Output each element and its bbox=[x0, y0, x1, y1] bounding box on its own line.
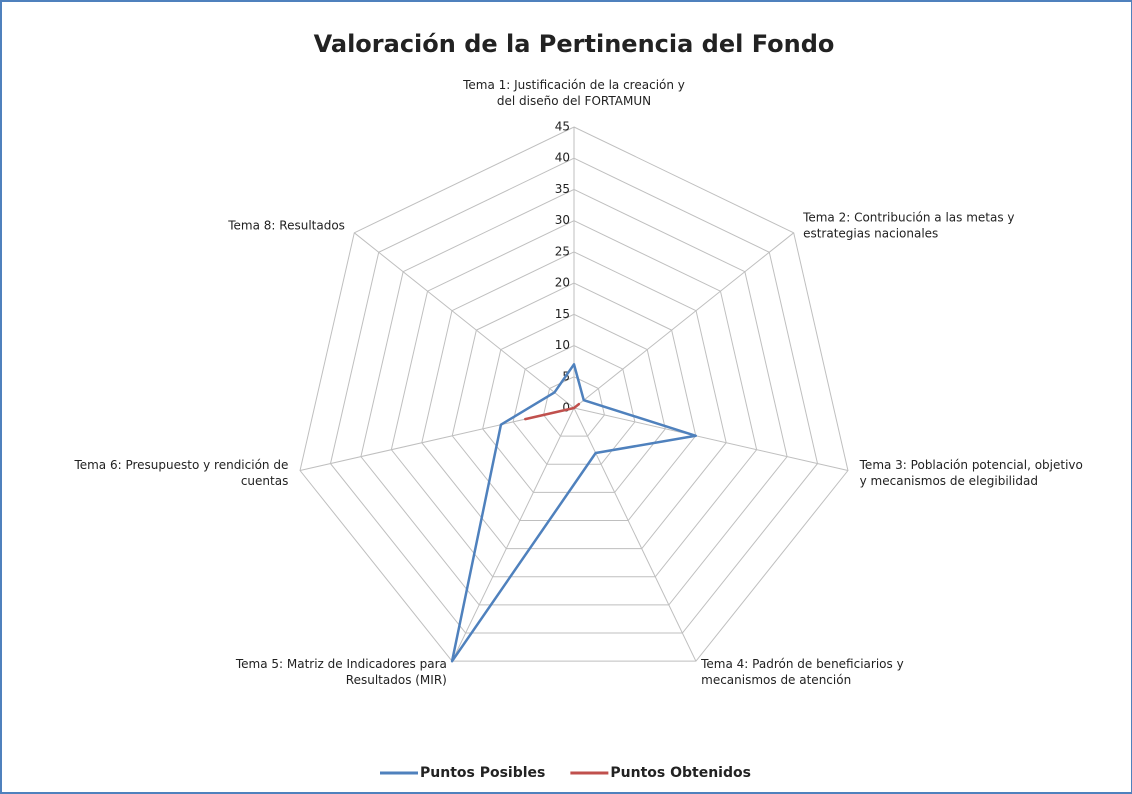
grid-ring bbox=[421, 251, 727, 550]
category-label: Tema 4: Padrón de beneficiarios y mecanis… bbox=[700, 656, 904, 686]
r-tick-label: 40 bbox=[555, 151, 570, 165]
grid-ring bbox=[299, 126, 849, 662]
spoke bbox=[451, 407, 575, 662]
chart-title: Valoración de la Pertinencia del Fondo bbox=[314, 30, 835, 58]
legend-label: Puntos Posibles bbox=[420, 765, 545, 781]
r-tick-label: 30 bbox=[555, 213, 570, 227]
r-tick-label: 45 bbox=[555, 120, 570, 134]
grid-ring bbox=[329, 157, 819, 634]
category-label: Tema 5: Matriz de Indicadores para Result… bbox=[235, 656, 447, 686]
grid-ring bbox=[512, 345, 636, 465]
grid-ring bbox=[543, 376, 605, 437]
grid-ring bbox=[390, 220, 758, 578]
r-tick-label: 15 bbox=[555, 307, 570, 321]
grid-ring bbox=[482, 313, 666, 493]
category-label: Tema 6: Presupuesto y rendición de cuenta… bbox=[73, 458, 288, 488]
r-tick-label: 20 bbox=[555, 276, 570, 290]
spoke bbox=[353, 232, 575, 409]
category-label: Tema 1: Justificación de la creación y de… bbox=[462, 78, 685, 108]
category-label: Tema 2: Contribución a las metas y estrat… bbox=[802, 210, 1014, 240]
spoke bbox=[573, 407, 697, 662]
spoke bbox=[573, 232, 795, 409]
series-line bbox=[450, 363, 698, 663]
spoke bbox=[573, 407, 849, 472]
category-label: Tema 8: Resultados bbox=[227, 218, 345, 232]
grid-ring bbox=[360, 188, 788, 606]
r-tick-label: 35 bbox=[555, 182, 570, 196]
legend-label: Puntos Obtenidos bbox=[610, 765, 751, 781]
category-label: Tema 3: Población potencial, objetivo y m… bbox=[859, 458, 1083, 488]
r-tick-label: 0 bbox=[562, 401, 570, 415]
r-tick-label: 10 bbox=[555, 338, 570, 352]
grid-ring bbox=[451, 282, 697, 522]
r-tick-label: 25 bbox=[555, 244, 570, 258]
series-line bbox=[524, 402, 581, 421]
